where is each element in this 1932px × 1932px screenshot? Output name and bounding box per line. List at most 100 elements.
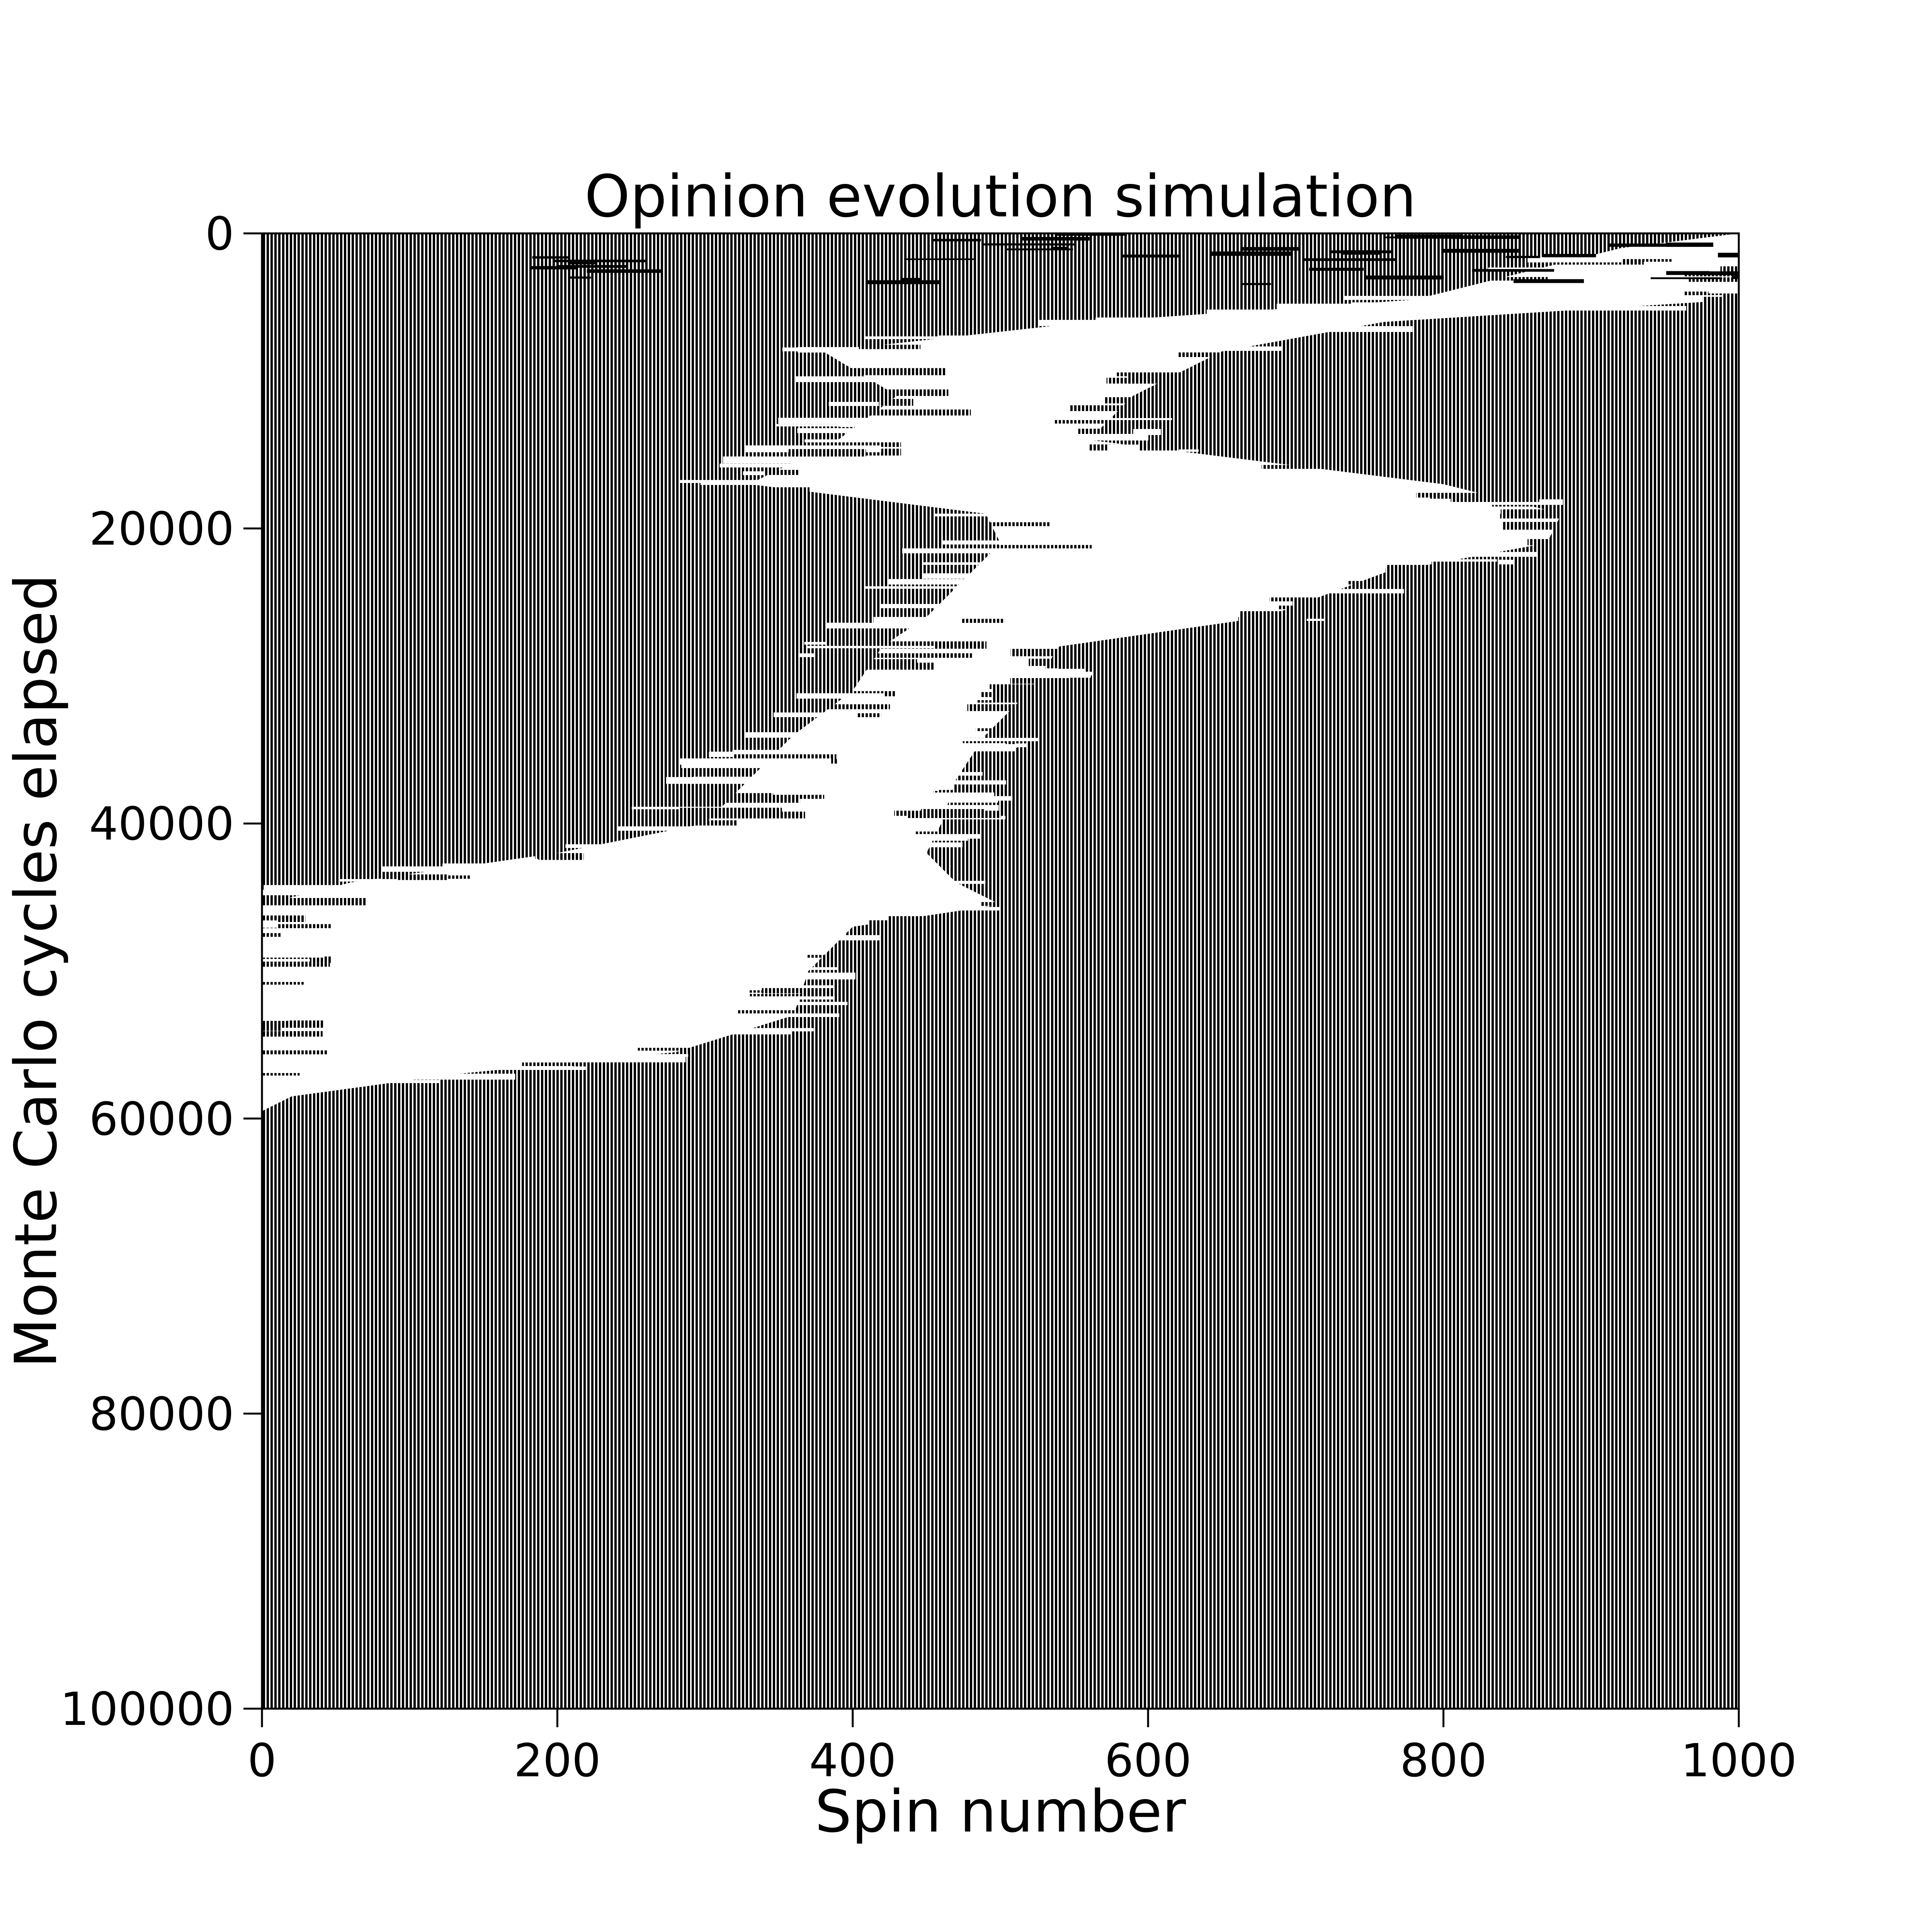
boundary-black-streak: [1078, 429, 1133, 434]
boundary-black-streak: [1104, 397, 1173, 404]
initial-dense-streak: [1718, 253, 1739, 258]
boundary-white-streak: [262, 952, 325, 958]
boundary-white-streak: [1527, 257, 1623, 263]
boundary-black-streak: [869, 920, 936, 928]
boundary-white-streak: [748, 996, 835, 1000]
boundary-white-streak: [868, 834, 981, 839]
boundary-white-streak: [1400, 559, 1497, 562]
boundary-black-streak: [1689, 277, 1739, 282]
boundary-black-streak: [658, 811, 805, 819]
boundary-white-streak: [732, 750, 810, 753]
boundary-black-streak: [800, 369, 931, 374]
boundary-white-streak: [719, 463, 838, 468]
boundary-white-streak: [745, 732, 832, 738]
boundary-black-streak: [262, 924, 331, 929]
boundary-white-streak: [797, 428, 891, 433]
boundary-black-streak: [1424, 493, 1561, 497]
boundary-black-streak: [787, 442, 901, 447]
boundary-white-streak: [1115, 449, 1199, 452]
boundary-white-streak: [776, 424, 915, 427]
y-axis-label: Monte Carlo cycles elapsed: [3, 574, 70, 1368]
boundary-black-streak: [798, 704, 890, 709]
boundary-black-streak: [1053, 420, 1192, 424]
initial-dense-streak: [1330, 250, 1391, 253]
boundary-white-streak: [888, 792, 995, 797]
boundary-white-streak: [880, 780, 1006, 785]
initial-dense-streak: [1006, 248, 1073, 250]
boundary-white-streak: [796, 376, 911, 382]
boundary-white-streak: [340, 879, 398, 882]
boundary-white-streak: [968, 672, 1093, 676]
boundary-black-streak: [887, 916, 978, 922]
boundary-black-streak: [1684, 291, 1739, 295]
initial-dense-streak: [1021, 237, 1090, 241]
boundary-black-streak: [807, 955, 851, 958]
boundary-black-streak: [1348, 581, 1384, 585]
boundary-white-streak: [778, 418, 927, 424]
y-tick-label: 40000: [89, 797, 234, 850]
boundary-black-streak: [1720, 265, 1739, 272]
boundary-white-streak: [1714, 258, 1739, 261]
boundary-black-streak: [689, 820, 738, 826]
boundary-white-streak: [886, 842, 963, 847]
boundary-white-streak: [864, 586, 1019, 589]
initial-dense-streak: [554, 260, 646, 262]
boundary-white-streak: [773, 967, 838, 970]
boundary-black-streak: [1500, 509, 1610, 515]
initial-dense-streak: [531, 266, 578, 270]
y-tick-label: 100000: [60, 1682, 234, 1736]
boundary-white-streak: [1107, 444, 1139, 452]
boundary-white-streak: [1708, 289, 1739, 294]
boundary-white-streak: [377, 1073, 515, 1080]
boundary-black-streak: [936, 545, 1092, 549]
boundary-black-streak: [1238, 617, 1307, 624]
boundary-white-streak: [774, 712, 857, 718]
boundary-white-streak: [736, 973, 855, 980]
boundary-white-streak: [262, 993, 298, 999]
boundary-black-streak: [680, 808, 782, 812]
boundary-white-streak: [262, 1036, 308, 1039]
initial-dense-streak: [1396, 235, 1463, 239]
boundary-black-streak: [1500, 514, 1653, 519]
initial-dense-streak: [1241, 283, 1271, 285]
boundary-white-streak: [262, 1066, 318, 1073]
boundary-white-streak: [857, 796, 1013, 801]
boundary-white-streak: [1206, 310, 1313, 316]
boundary-white-streak: [964, 675, 1091, 678]
initial-dense-streak: [1240, 247, 1299, 251]
boundary-black-streak: [949, 522, 1051, 526]
y-axis: 0 20000 40000 60000 80000 100000: [60, 207, 262, 1736]
boundary-black-streak: [262, 1020, 325, 1028]
boundary-black-streak: [1502, 522, 1641, 530]
boundary-white-streak: [942, 540, 1037, 545]
boundary-black-streak: [698, 810, 748, 815]
boundary-black-streak: [262, 1050, 327, 1054]
boundary-black-streak: [262, 982, 306, 985]
initial-dense-streak: [1055, 233, 1127, 236]
boundary-white-streak: [262, 959, 310, 962]
x-tick-label: 1000: [1681, 1734, 1797, 1787]
initial-dense-streak: [1543, 254, 1596, 257]
boundary-white-streak: [1246, 589, 1404, 594]
initial-dense-streak: [904, 258, 974, 260]
boundary-black-streak: [262, 933, 282, 937]
boundary-black-streak: [1069, 405, 1206, 411]
initial-dense-streak: [1304, 258, 1396, 261]
boundary-white-streak: [679, 480, 811, 483]
initial-dense-streak: [568, 261, 596, 265]
boundary-black-streak: [1117, 372, 1274, 376]
initial-dense-streak: [1442, 249, 1519, 253]
boundary-black-streak: [1179, 352, 1282, 357]
boundary-white-streak: [883, 837, 968, 841]
plot-frame: [261, 232, 1740, 1710]
boundary-black-streak: [638, 1048, 767, 1051]
initial-dense-streak: [1608, 243, 1701, 247]
x-axis: 0 200 400 600 800 1000: [247, 1709, 1797, 1787]
boundary-white-streak: [934, 514, 1020, 517]
boundary-white-streak: [609, 1054, 689, 1057]
initial-dense-streak: [1365, 276, 1444, 280]
initial-dense-streak: [1051, 247, 1068, 250]
boundary-black-streak: [1262, 465, 1332, 469]
boundary-white-streak: [482, 1066, 573, 1069]
initial-dense-streak: [866, 280, 941, 284]
